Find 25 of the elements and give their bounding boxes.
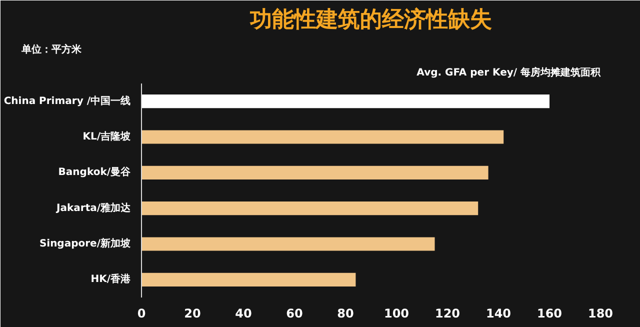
- bar: [142, 202, 478, 216]
- x-tick-label: 180: [588, 306, 614, 320]
- bar: [142, 166, 488, 180]
- x-tick-label: 160: [536, 306, 562, 320]
- y-tick-label: Jakarta/雅加达: [56, 202, 132, 214]
- x-tick-label: 0: [137, 306, 146, 320]
- y-tick-label: Bangkok/曼谷: [58, 166, 132, 178]
- bar: [142, 130, 504, 144]
- x-tick-label: 80: [337, 306, 354, 320]
- y-tick-label: HK/香港: [90, 273, 132, 286]
- x-tick-label: 40: [235, 306, 252, 320]
- text: Avg. GFA per Key/ 每房均摊建筑面积: [416, 66, 602, 78]
- y-tick-label: Singapore/新加坡: [39, 238, 132, 250]
- y-tick-label: KL/吉隆坡: [82, 130, 132, 142]
- x-tick-label: 60: [286, 306, 303, 320]
- x-tick-label: 120: [434, 306, 460, 320]
- bar: [142, 94, 550, 108]
- text: 单位：平方米: [20, 44, 82, 56]
- bar: [142, 272, 356, 286]
- x-tick-label: 20: [184, 306, 201, 320]
- bar: [142, 237, 435, 251]
- y-tick-label: China Primary /中国一线: [4, 94, 131, 107]
- x-tick-label: 100: [384, 306, 410, 320]
- x-tick-label: 140: [486, 306, 512, 320]
- chart-title: 功能性建筑的经济性缺失: [249, 6, 492, 32]
